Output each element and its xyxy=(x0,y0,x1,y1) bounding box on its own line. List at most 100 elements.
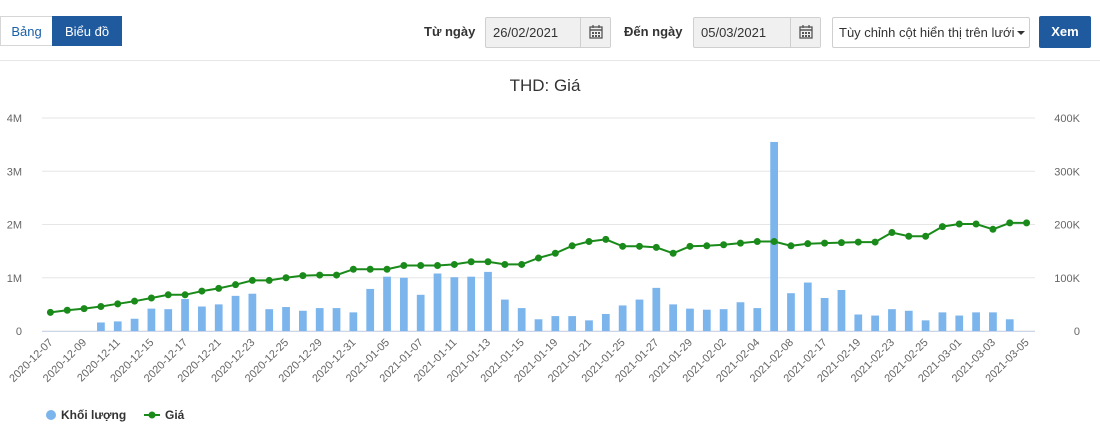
price-point xyxy=(989,225,997,233)
volume-bar xyxy=(618,305,627,331)
price-point xyxy=(501,260,509,268)
to-date-box: 05/03/2021 xyxy=(693,17,821,48)
price-point xyxy=(635,242,643,250)
chart-title: THD: Giá xyxy=(510,76,581,95)
price-point xyxy=(619,242,627,250)
price-point xyxy=(215,284,223,292)
price-point xyxy=(80,305,88,313)
to-date-label: Đến ngày xyxy=(624,24,683,39)
price-point xyxy=(299,272,307,280)
volume-bar xyxy=(719,309,728,331)
price-point xyxy=(450,260,458,268)
view-button[interactable]: Xem xyxy=(1039,16,1091,48)
price-point xyxy=(652,243,660,251)
volume-bars xyxy=(97,141,1014,331)
price-point xyxy=(383,265,391,273)
volume-bar xyxy=(450,277,459,331)
volume-bar xyxy=(534,319,543,331)
volume-bar xyxy=(517,308,526,331)
volume-bar xyxy=(854,314,863,331)
from-date-box: 26/02/2021 xyxy=(485,17,611,48)
price-point xyxy=(972,220,980,228)
volume-bar xyxy=(972,312,980,331)
price-point xyxy=(602,235,610,243)
price-point xyxy=(63,306,71,314)
volume-bar xyxy=(416,294,425,331)
price-point xyxy=(131,297,139,305)
price-point xyxy=(333,271,341,279)
legend-label: Khối lượng xyxy=(61,408,126,422)
price-point xyxy=(669,249,677,257)
price-line xyxy=(46,219,1031,316)
price-point xyxy=(753,238,761,246)
from-date-input[interactable]: 26/02/2021 xyxy=(493,25,559,40)
price-point xyxy=(198,287,206,295)
legend-item-price[interactable]: Giá xyxy=(144,408,185,422)
price-point xyxy=(720,241,728,249)
price-point xyxy=(518,260,526,268)
left-tick-label: 3M xyxy=(7,166,22,178)
volume-bar xyxy=(635,299,644,331)
volume-bar xyxy=(265,309,274,331)
price-point xyxy=(417,262,425,270)
tab-table[interactable]: Bảng xyxy=(0,16,52,46)
volume-bar xyxy=(198,306,206,331)
volume-bar xyxy=(989,312,997,331)
left-tick-label: 2M xyxy=(7,220,22,232)
price-point xyxy=(434,262,442,270)
right-tick-label: 200K xyxy=(1054,220,1080,232)
price-point xyxy=(787,242,795,250)
price-point xyxy=(955,220,963,228)
price-point xyxy=(804,240,812,248)
volume-bar xyxy=(231,295,240,331)
volume-bar xyxy=(820,297,829,331)
price-point xyxy=(821,239,829,247)
volume-bar xyxy=(433,273,442,331)
column-select[interactable]: Tùy chỉnh cột hiển thị trên lưới xyxy=(832,17,1030,48)
right-axis: 0 100K 200K 300K 400K xyxy=(1054,113,1080,338)
volume-bar xyxy=(837,289,846,331)
price-point xyxy=(736,239,744,247)
volume-bar xyxy=(484,271,492,331)
volume-bar xyxy=(97,322,105,331)
toolbar-divider xyxy=(0,60,1100,61)
volume-bar xyxy=(332,308,341,331)
volume-bar xyxy=(399,277,408,331)
price-point xyxy=(366,265,374,273)
left-axis: 0 1M 2M 3M 4M xyxy=(7,113,22,338)
legend-item-volume[interactable]: Khối lượng xyxy=(46,408,126,422)
toolbar: Bảng Biểu đồ Từ ngày 26/02/2021 Đến ngày… xyxy=(0,0,1100,60)
left-tick-label: 4M xyxy=(7,113,22,125)
volume-bar xyxy=(753,308,762,331)
volume-bar xyxy=(601,313,610,331)
from-date-label: Từ ngày xyxy=(424,24,476,39)
price-point xyxy=(316,271,324,279)
volume-bar xyxy=(787,293,795,331)
caret-down-icon xyxy=(1017,31,1025,35)
right-tick-label: 100K xyxy=(1054,273,1080,285)
volume-bar xyxy=(955,315,964,331)
volume-bar xyxy=(904,310,913,331)
volume-bar xyxy=(349,312,358,331)
price-point xyxy=(568,242,576,250)
from-calendar-button[interactable] xyxy=(580,18,610,47)
to-calendar-button[interactable] xyxy=(790,18,820,47)
volume-bar xyxy=(500,299,509,331)
volume-bar xyxy=(467,276,476,331)
price-point xyxy=(484,258,492,266)
price-point xyxy=(282,274,290,282)
price-point xyxy=(585,238,593,246)
volume-bar xyxy=(686,308,694,331)
right-tick-label: 300K xyxy=(1054,166,1080,178)
volume-bar xyxy=(871,315,879,331)
volume-bar xyxy=(181,299,189,331)
volume-bar xyxy=(568,316,577,331)
price-point xyxy=(265,276,273,284)
price-point xyxy=(854,238,862,246)
to-date-input[interactable]: 05/03/2021 xyxy=(701,25,767,40)
price-point xyxy=(248,276,256,284)
tab-chart[interactable]: Biểu đồ xyxy=(52,16,122,46)
right-tick-label: 0 xyxy=(1074,326,1080,338)
volume-bar xyxy=(214,304,223,331)
price-point xyxy=(770,238,778,246)
